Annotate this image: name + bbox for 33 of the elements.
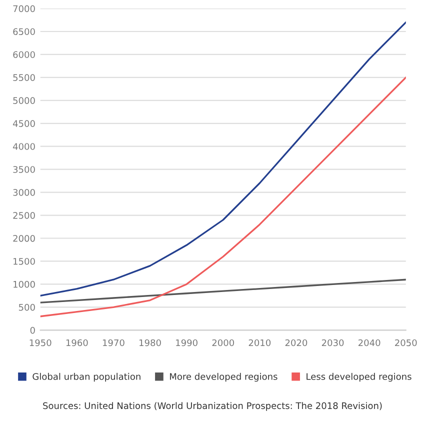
x-tick-label: 1990 xyxy=(176,339,198,346)
y-tick-label: 500 xyxy=(18,304,35,311)
line-series xyxy=(40,21,406,297)
x-tick-label: 2010 xyxy=(248,339,271,346)
y-tick-label: 2500 xyxy=(13,212,35,219)
legend-label: Global urban population xyxy=(32,372,140,382)
y-tick-label: 4500 xyxy=(12,120,35,127)
line-series xyxy=(40,278,406,304)
y-tick-label: 7000 xyxy=(13,5,35,12)
y-tick-label: 4000 xyxy=(12,143,35,150)
y-tick-label: 6000 xyxy=(13,51,35,58)
x-tick-label: 2050 xyxy=(395,339,417,346)
y-tick-label: 3500 xyxy=(13,166,35,173)
x-tick-label: 1980 xyxy=(140,339,161,346)
y-tick-label: 5500 xyxy=(13,74,35,81)
legend-label: More developed regions xyxy=(170,372,278,382)
y-tick-label: 1500 xyxy=(14,258,35,265)
y-tick-label: 0 xyxy=(30,326,35,334)
x-tick-label: 1950 xyxy=(30,339,52,346)
x-tick-label: 2020 xyxy=(285,339,308,346)
x-tick-label: 2030 xyxy=(322,339,344,346)
y-tick-label: 3000 xyxy=(13,189,35,196)
x-tick-label: 2040 xyxy=(358,339,380,346)
x-tick-label: 2000 xyxy=(212,339,234,346)
legend-label: Less developed regions xyxy=(306,372,412,382)
source-note: Sources: United Nations (World Urbanization Prospects: The 2018 Revision) xyxy=(43,402,382,411)
line-series xyxy=(40,76,406,318)
x-tick-label: 1960 xyxy=(66,339,88,346)
y-tick-label: 5000 xyxy=(13,97,35,104)
y-tick-label: 6500 xyxy=(13,28,35,36)
x-tick-label: 1970 xyxy=(102,339,124,346)
y-tick-label: 2000 xyxy=(13,234,35,242)
y-tick-label: 1000 xyxy=(14,280,35,288)
